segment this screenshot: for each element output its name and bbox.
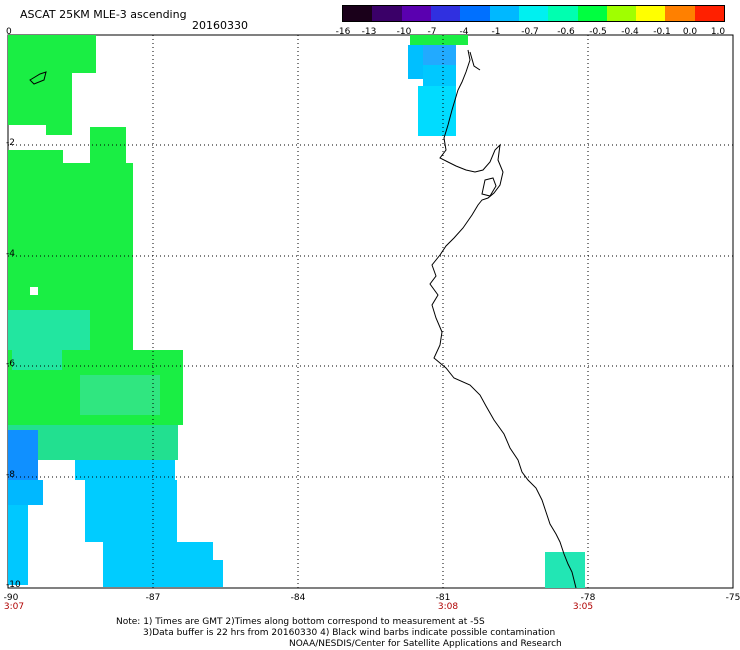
legend-label: -0.6 (557, 27, 575, 37)
wind-cell (410, 35, 468, 45)
legend-swatch-2 (372, 6, 402, 21)
wind-cell (8, 480, 43, 505)
map-date: 20160330 (192, 19, 248, 32)
x-axis-label: -81 (435, 593, 451, 603)
grid-lines (8, 35, 733, 588)
legend-swatch-11 (636, 6, 666, 21)
legend-swatch-5 (460, 6, 490, 21)
time-label: 3:08 (437, 602, 459, 612)
y-axis-label: -2 (6, 138, 15, 148)
wind-cell (408, 45, 423, 79)
x-axis-label: -90 (3, 593, 19, 603)
coastline (429, 49, 577, 589)
legend-swatch-13 (694, 6, 725, 21)
map-title: ASCAT 25KM MLE-3 ascending (20, 8, 187, 21)
legend-label: -10 (396, 27, 412, 37)
legend-label: -0.1 (653, 27, 671, 37)
wind-cell (8, 505, 28, 585)
legend-label: -13 (361, 27, 377, 37)
wind-cell-gap (30, 287, 38, 295)
legend-swatch-3 (401, 6, 431, 21)
x-axis-label: -84 (290, 593, 306, 603)
wind-cells (8, 35, 585, 588)
wind-cell (545, 552, 585, 588)
x-axis-label: -75 (725, 593, 740, 603)
wind-cell (55, 73, 72, 135)
island (481, 177, 497, 197)
legend-swatch-8 (548, 6, 578, 21)
wind-cell (80, 375, 160, 415)
x-axis-label: -78 (580, 593, 596, 603)
color-legend-bar (342, 5, 725, 22)
y-axis-label: 0 (6, 27, 12, 37)
wind-cell (8, 430, 38, 480)
time-label: 3:05 (572, 602, 594, 612)
legend-label: -0.5 (589, 27, 607, 37)
footnote-line-2: 3)Data buffer is 22 hrs from 20160330 4)… (143, 628, 556, 638)
wind-cell (418, 86, 456, 136)
legend-swatch-1 (343, 6, 373, 21)
wind-cell (423, 45, 456, 65)
legend-label: 0.0 (682, 27, 698, 37)
wind-cell (46, 35, 55, 135)
wind-cell (75, 460, 175, 480)
legend-swatch-9 (577, 6, 607, 21)
legend-label: -7 (427, 27, 437, 37)
wind-cell (85, 480, 177, 542)
legend-swatch-10 (606, 6, 637, 21)
legend-swatch-12 (665, 6, 695, 21)
legend-label: -16 (335, 27, 351, 37)
legend-swatch-7 (518, 6, 549, 21)
x-axis-label: -87 (145, 593, 161, 603)
footnote-credit: NOAA/NESDIS/Center for Satellite Applica… (289, 639, 562, 649)
wind-cell (423, 65, 456, 86)
wind-cell (12, 330, 62, 370)
legend-label: 1.0 (710, 27, 726, 37)
legend-swatch-4 (430, 6, 461, 21)
legend-swatch-6 (489, 6, 519, 21)
coast-hook (469, 51, 481, 71)
wind-cell (175, 560, 223, 587)
y-axis-label: -6 (6, 359, 15, 369)
wind-cell (8, 35, 46, 125)
legend-label: -1 (491, 27, 501, 37)
wind-cell (8, 195, 133, 310)
lake-outline (29, 71, 47, 85)
y-axis-label: -10 (6, 580, 21, 590)
legend-label: -4 (459, 27, 469, 37)
y-axis-label: -4 (6, 249, 15, 259)
y-axis-label: -8 (6, 470, 15, 480)
wind-cell (55, 35, 96, 73)
legend-label: -0.4 (621, 27, 639, 37)
wind-cell (8, 150, 63, 195)
legend-label: -0.7 (521, 27, 539, 37)
footnote-line-1: Note: 1) Times are GMT 2)Times along bot… (116, 617, 485, 627)
wind-cell (90, 310, 133, 350)
time-label: 3:07 (3, 602, 25, 612)
